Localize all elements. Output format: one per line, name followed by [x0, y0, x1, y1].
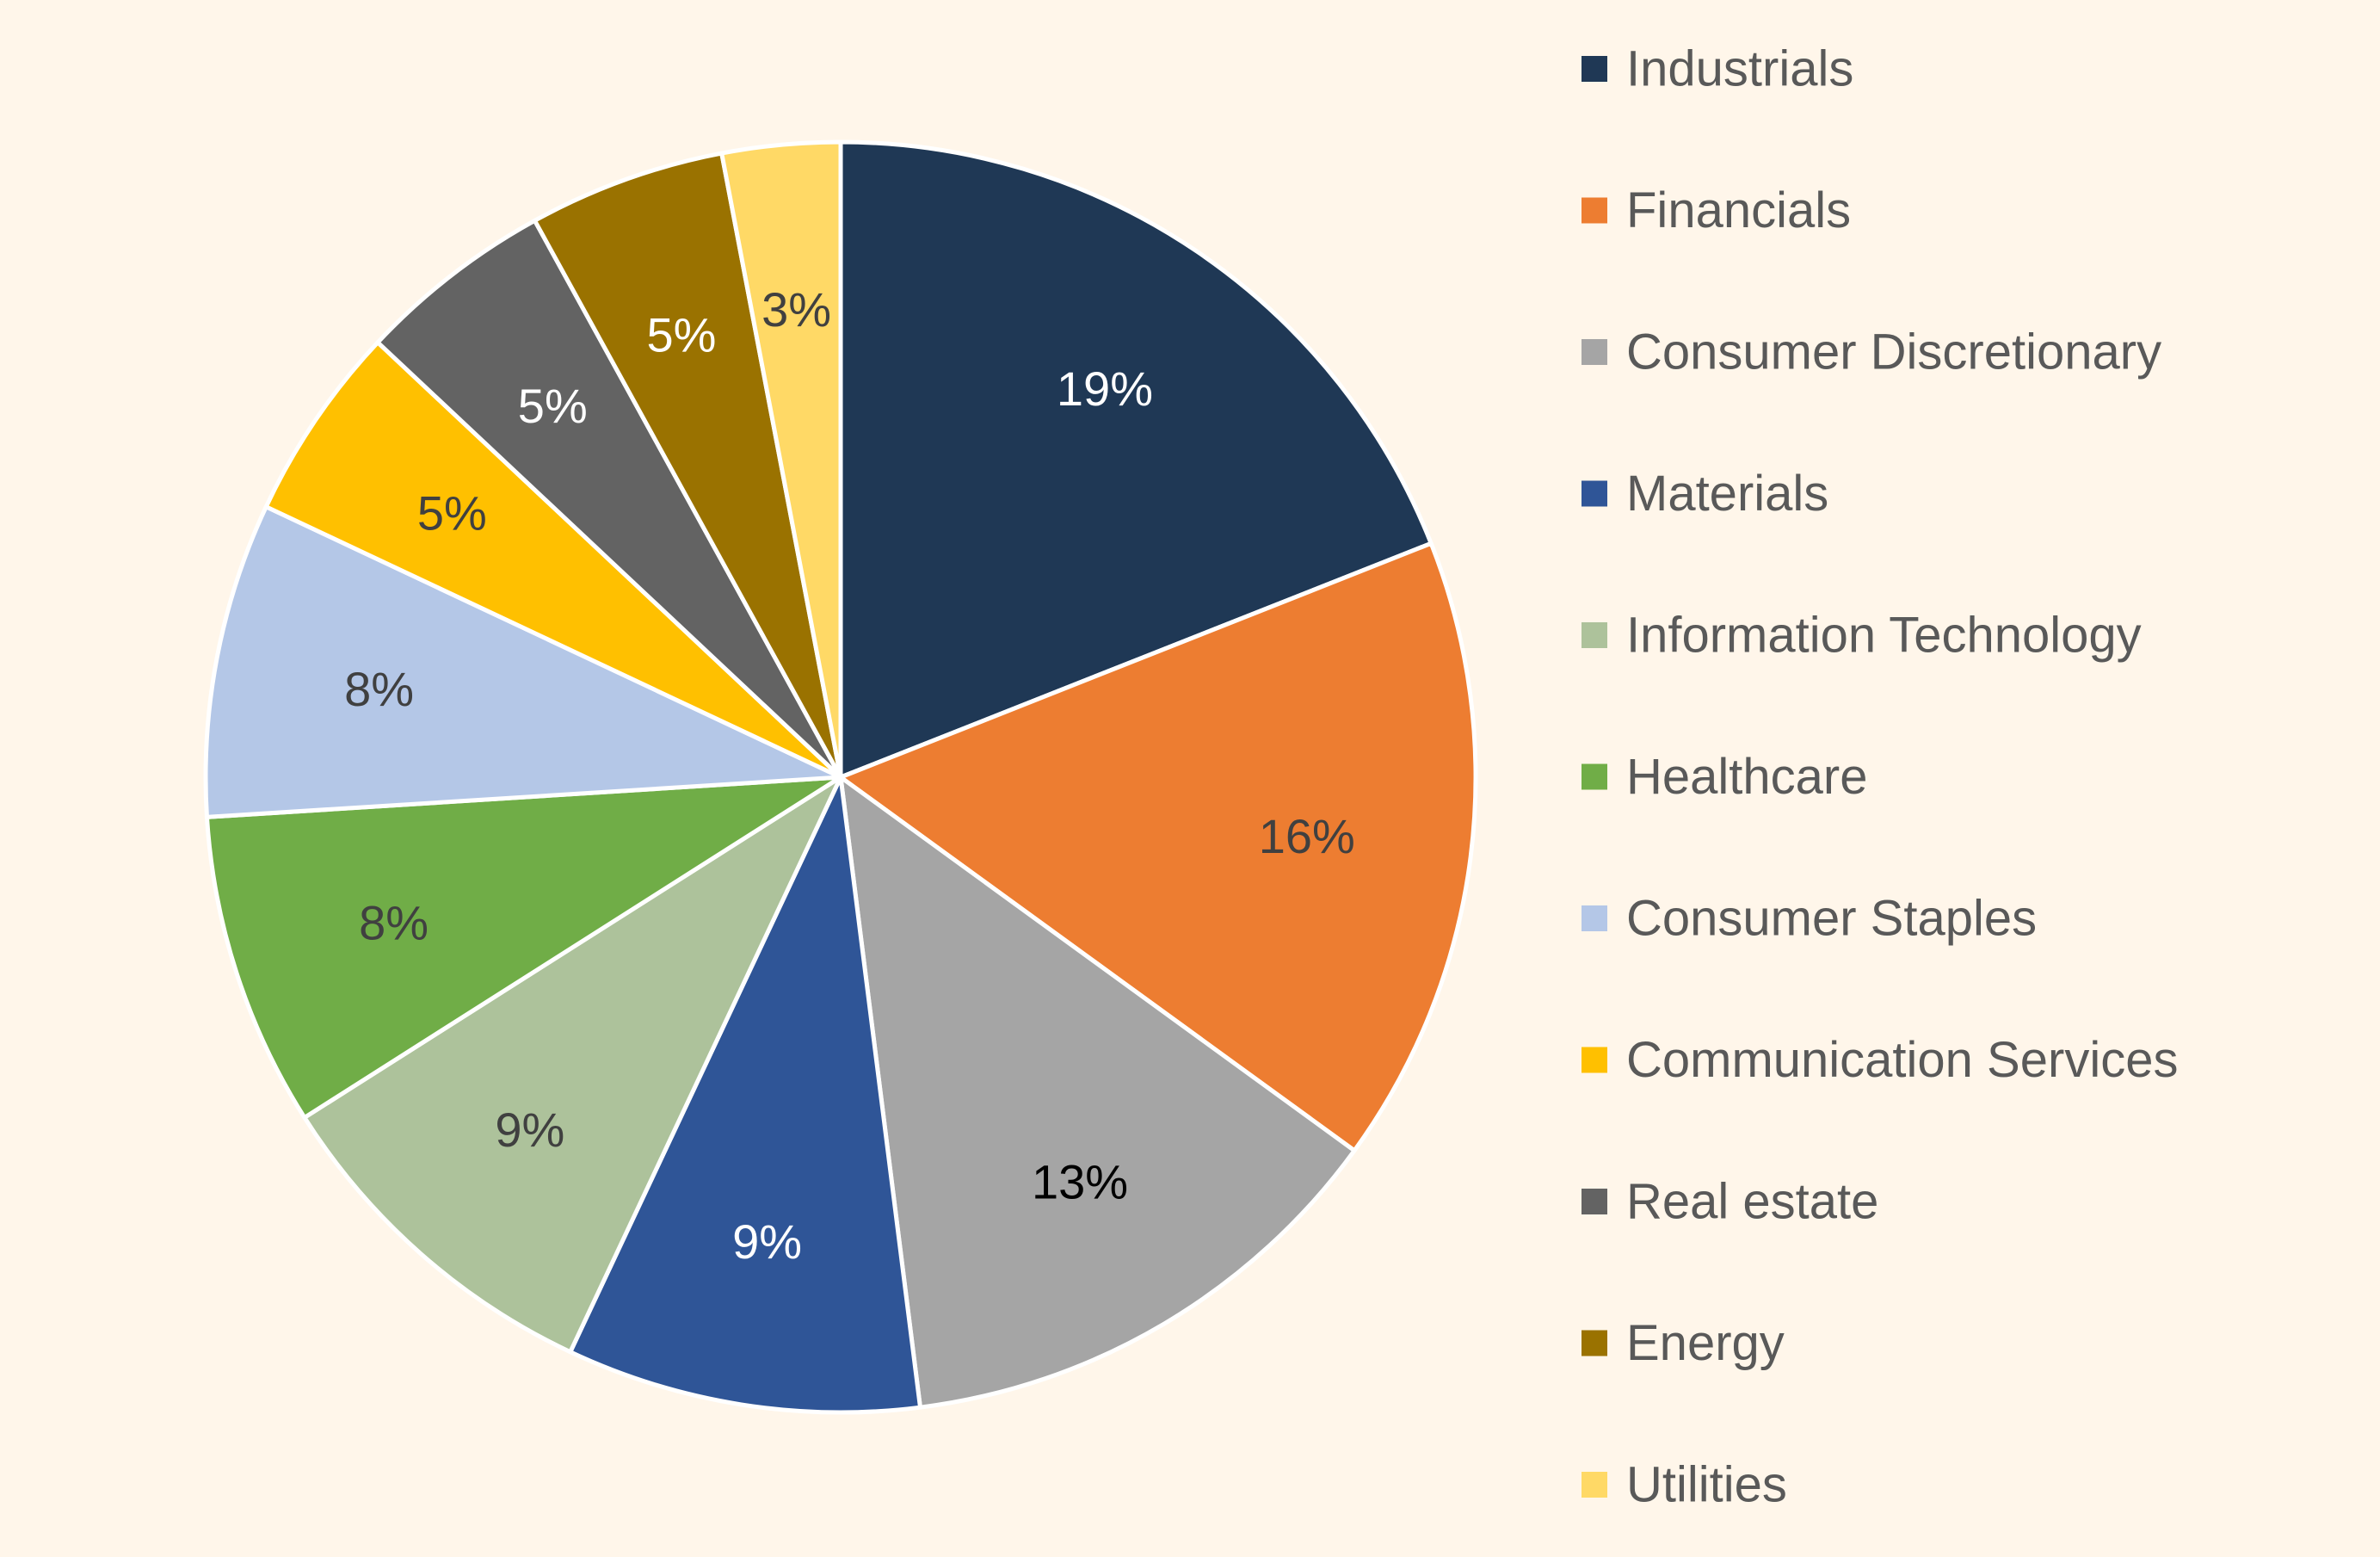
pie-slice-consumer-staples: [203, 504, 843, 819]
legend-item-communication-services: Communication Services: [1582, 1032, 2178, 1088]
pie-slices: [203, 139, 1478, 1415]
data-label-consumer-staples: 8%: [344, 662, 414, 716]
legend-label-information-technology: Information Technology: [1626, 608, 2142, 664]
data-label-consumer-discretionary: 13%: [1032, 1155, 1128, 1209]
pie-data-labels: 19% 16% 13% 9% 9% 8% 8% 5% 5% 5% 3%: [344, 282, 1355, 1269]
pie-slice-energy: [532, 151, 843, 780]
pie-slice-information-technology: [302, 775, 843, 1355]
legend-label-energy: Energy: [1626, 1315, 1785, 1371]
legend-item-utilities: Utilities: [1582, 1457, 1787, 1513]
legend-label-financials: Financials: [1626, 182, 1851, 238]
legend-swatch-information-technology: [1582, 622, 1607, 648]
legend-item-consumer-discretionary: Consumer Discretionary: [1582, 324, 2161, 380]
legend-label-communication-services: Communication Services: [1626, 1032, 2178, 1088]
legend-swatch-consumer-staples: [1582, 905, 1607, 931]
legend-item-consumer-staples: Consumer Staples: [1582, 891, 2037, 947]
legend-swatch-energy: [1582, 1330, 1607, 1356]
legend-swatch-communication-services: [1582, 1047, 1607, 1073]
legend-label-consumer-staples: Consumer Staples: [1626, 891, 2037, 947]
legend-swatch-industrials: [1582, 56, 1607, 82]
data-label-utilities: 3%: [761, 282, 831, 337]
data-label-healthcare: 8%: [359, 895, 429, 949]
legend-item-industrials: Industrials: [1582, 41, 1853, 97]
legend-swatch-consumer-discretionary: [1582, 339, 1607, 365]
legend-swatch-materials: [1582, 480, 1607, 507]
legend: Industrials Financials Consumer Discretion…: [1582, 41, 2178, 1513]
pie-slice-healthcare: [204, 775, 843, 1120]
legend-item-financials: Financials: [1582, 182, 1851, 238]
data-label-information-technology: 9%: [495, 1103, 564, 1157]
legend-label-materials: Materials: [1626, 466, 1828, 522]
legend-label-utilities: Utilities: [1626, 1457, 1787, 1513]
pie-slice-industrials: [838, 139, 1434, 780]
legend-swatch-financials: [1582, 197, 1607, 224]
pie-slice-materials: [568, 775, 922, 1415]
data-label-industrials: 19%: [1057, 361, 1153, 416]
pie-slice-real-estate: [375, 218, 843, 780]
legend-label-industrials: Industrials: [1626, 41, 1853, 97]
legend-item-healthcare: Healthcare: [1582, 749, 1867, 805]
pie-slice-utilities: [719, 139, 843, 780]
data-label-financials: 16%: [1259, 809, 1355, 863]
legend-item-materials: Materials: [1582, 466, 1828, 522]
data-label-real-estate: 5%: [518, 379, 588, 433]
pie-slice-financials: [838, 541, 1478, 1153]
legend-swatch-utilities: [1582, 1472, 1607, 1498]
pie-slice-communication-services: [263, 340, 843, 780]
legend-swatch-real-estate: [1582, 1189, 1607, 1214]
legend-swatch-healthcare: [1582, 763, 1607, 790]
legend-item-information-technology: Information Technology: [1582, 608, 2142, 664]
legend-item-energy: Energy: [1582, 1315, 1785, 1371]
data-label-materials: 9%: [732, 1214, 802, 1269]
legend-label-real-estate: Real estate: [1626, 1174, 1878, 1230]
data-label-communication-services: 5%: [417, 486, 487, 541]
legend-item-real-estate: Real estate: [1582, 1174, 1878, 1230]
legend-label-healthcare: Healthcare: [1626, 749, 1867, 805]
legend-label-consumer-discretionary: Consumer Discretionary: [1626, 324, 2161, 380]
data-label-energy: 5%: [647, 308, 717, 362]
pie-slice-consumer-discretionary: [838, 775, 1357, 1410]
